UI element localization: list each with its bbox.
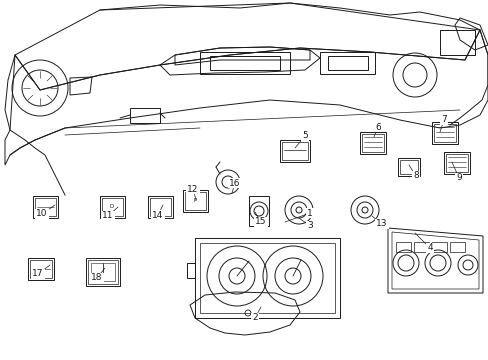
- Text: P: P: [193, 198, 196, 203]
- Bar: [200, 52, 289, 74]
- Text: 16: 16: [229, 179, 240, 188]
- Bar: [319, 52, 374, 74]
- Bar: [86, 258, 120, 286]
- Bar: [28, 258, 54, 280]
- Text: 12: 12: [187, 184, 198, 194]
- Bar: [280, 140, 309, 162]
- Bar: [359, 132, 385, 154]
- Bar: [431, 122, 457, 144]
- Text: 1: 1: [306, 208, 312, 217]
- Bar: [183, 190, 207, 212]
- Bar: [327, 56, 367, 70]
- Text: 7: 7: [440, 116, 446, 125]
- Text: 14: 14: [152, 211, 163, 220]
- Bar: [439, 30, 474, 55]
- Text: 18: 18: [91, 274, 102, 283]
- Text: 15: 15: [255, 217, 266, 226]
- Bar: [433, 124, 455, 142]
- Bar: [30, 260, 52, 278]
- Bar: [361, 134, 383, 152]
- Bar: [209, 56, 280, 70]
- Bar: [186, 263, 195, 278]
- Bar: [443, 152, 469, 174]
- Bar: [395, 242, 410, 252]
- Bar: [33, 196, 58, 218]
- Bar: [248, 196, 268, 226]
- Bar: [413, 242, 428, 252]
- Text: 3: 3: [306, 221, 312, 230]
- Bar: [282, 142, 307, 160]
- Text: D: D: [110, 204, 114, 210]
- Text: 17: 17: [32, 270, 43, 279]
- Bar: [148, 196, 173, 218]
- Text: 11: 11: [102, 211, 114, 220]
- Bar: [184, 192, 205, 210]
- Bar: [88, 260, 118, 284]
- Text: 5: 5: [302, 131, 307, 140]
- Text: 4: 4: [427, 243, 432, 252]
- Bar: [100, 196, 125, 218]
- Text: 8: 8: [412, 171, 418, 180]
- Text: 2: 2: [252, 314, 257, 323]
- Bar: [130, 108, 160, 123]
- Bar: [91, 263, 103, 281]
- Bar: [399, 160, 417, 174]
- Text: 6: 6: [374, 122, 380, 131]
- Bar: [150, 198, 171, 216]
- Text: 10: 10: [36, 210, 48, 219]
- Bar: [103, 263, 115, 281]
- Bar: [35, 198, 56, 216]
- Bar: [445, 154, 467, 172]
- Bar: [102, 198, 123, 216]
- Bar: [449, 242, 464, 252]
- Text: 13: 13: [375, 220, 387, 229]
- Text: 9: 9: [455, 174, 461, 183]
- Bar: [397, 158, 419, 176]
- Bar: [195, 238, 339, 318]
- Bar: [431, 242, 446, 252]
- Bar: [200, 243, 334, 313]
